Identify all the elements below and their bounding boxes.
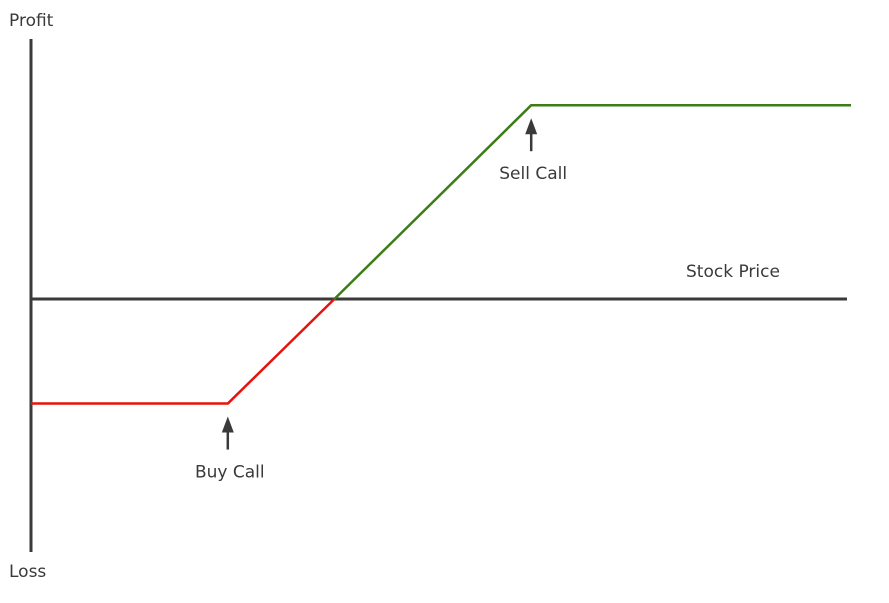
x-axis-label: Stock Price <box>686 262 780 282</box>
series-line-1 <box>31 298 336 405</box>
annotation-2: Sell Call <box>499 118 567 184</box>
series-layer <box>31 103 851 405</box>
axes <box>29 39 847 552</box>
annotation-1: Buy Call <box>195 416 265 483</box>
annotation-layer: Buy Call Sell Call <box>195 118 567 483</box>
series-line-2 <box>333 103 851 300</box>
y-axis-label-profit: Profit <box>9 11 54 31</box>
arrow-head-icon <box>221 416 234 433</box>
annotation-label: Buy Call <box>195 463 265 483</box>
y-axis-label-loss: Loss <box>9 562 46 582</box>
arrow-head-icon <box>525 118 538 135</box>
annotation-label: Sell Call <box>499 164 567 184</box>
